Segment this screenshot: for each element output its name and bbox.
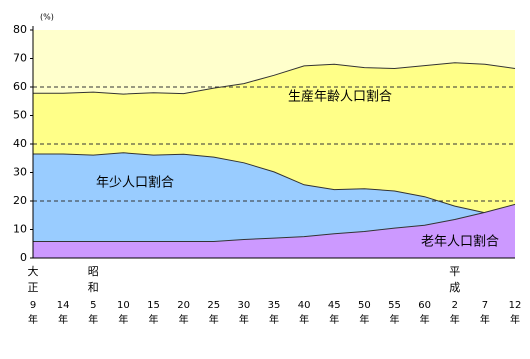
y-tick-label: 80 [13,23,27,36]
x-tick-label: 12 年 [509,300,522,326]
x-tick-label: 20 年 [177,300,190,326]
y-tick-label: 30 [13,166,27,179]
area [33,204,515,258]
area-line [33,152,516,217]
x-tick-label: 10 年 [117,300,130,326]
y-tick-label: 40 [13,137,27,150]
x-tick-label: 15 年 [147,300,160,326]
x-tick-label: 45 年 [328,300,341,326]
x-tick-label: 60 年 [418,300,431,326]
y-tick-label: 10 [13,223,27,236]
y-tick-label: 70 [13,52,27,65]
x-tick-label: 40 年 [298,300,311,326]
y-tick-label: 20 [13,194,27,207]
area-label: 老年人口割合 [421,234,499,250]
era-label: 平成 [449,265,460,294]
y-tick-label: 50 [13,109,27,122]
era-label: 大正 [28,264,39,294]
area-line [33,62,516,95]
y-tick-label: 60 [13,80,27,93]
area-label: 年少人口割合 [96,175,174,191]
x-tick-label: 55 年 [388,300,401,326]
area-line [33,203,516,242]
era-label: 昭和 [88,265,99,294]
area-label: 生産年齢人口割合 [288,89,392,105]
unit-label: (%) [40,13,54,22]
x-tick-label: 50 年 [358,300,371,326]
x-tick-label: 14 年 [57,300,70,326]
x-tick-label: 30 年 [238,300,251,326]
y-tick-label: 0 [20,251,27,264]
x-tick-label: 25 年 [207,300,220,326]
x-tick-label: 35 年 [268,300,281,326]
